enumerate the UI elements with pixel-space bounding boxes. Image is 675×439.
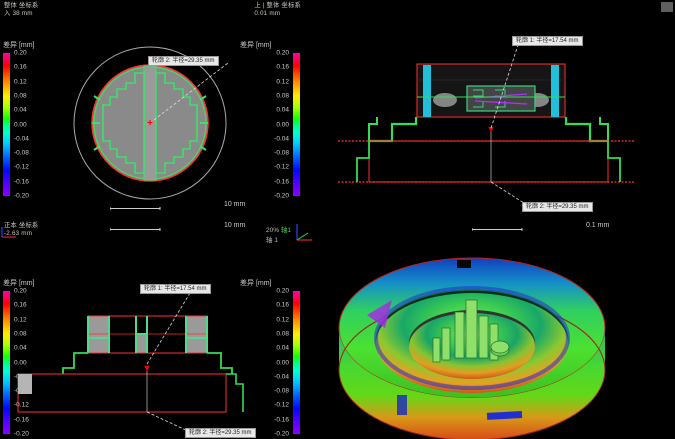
svg-text:▼: ▼ — [487, 124, 496, 134]
svg-text:+: + — [147, 118, 153, 129]
svg-text:▼: ▼ — [143, 363, 152, 373]
